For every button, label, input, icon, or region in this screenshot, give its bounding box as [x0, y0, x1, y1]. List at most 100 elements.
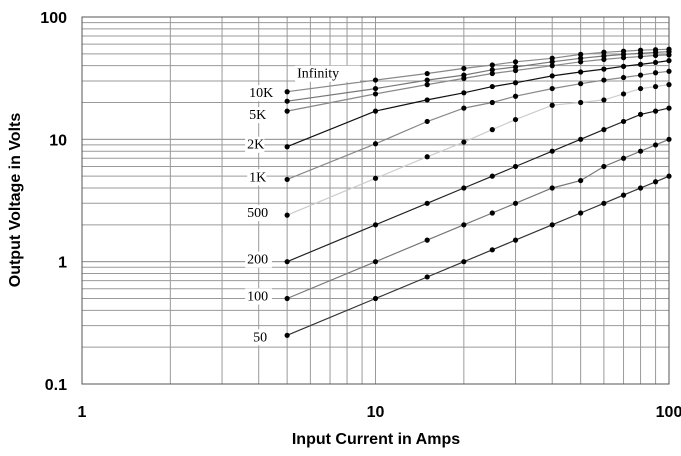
data-point: [549, 59, 555, 65]
data-point: [284, 212, 290, 218]
data-point: [652, 59, 659, 66]
data-point: [601, 163, 607, 170]
series-50: [284, 173, 672, 338]
curve-label: 50: [253, 330, 267, 345]
curve-label: 100: [247, 289, 268, 304]
data-point: [549, 185, 555, 191]
data-point: [461, 90, 467, 96]
y-tick-label: 100: [40, 10, 67, 27]
curve-label-bg: [245, 288, 272, 305]
data-point: [489, 83, 495, 90]
curve-label: 1K: [249, 170, 266, 185]
data-point: [489, 62, 495, 68]
data-point: [620, 48, 627, 54]
curve-label-bg: [245, 251, 272, 268]
data-point: [601, 127, 607, 133]
curve-label: 5K: [249, 108, 266, 123]
data-point: [372, 108, 379, 114]
data-point: [489, 247, 495, 253]
data-point: [461, 185, 467, 191]
data-point: [620, 192, 627, 198]
data-point: [372, 259, 379, 265]
data-point: [652, 108, 659, 114]
series-group: [284, 46, 672, 338]
data-point: [652, 83, 659, 90]
data-point: [512, 237, 519, 243]
series-200: [284, 105, 672, 265]
data-point: [549, 85, 555, 92]
data-point: [461, 259, 467, 265]
data-point: [549, 63, 555, 69]
series-line: [286, 107, 670, 263]
data-point: [512, 59, 519, 65]
data-point: [461, 222, 467, 228]
curve-label-bg: [247, 85, 274, 102]
series-5K: [284, 52, 672, 114]
data-point: [489, 173, 495, 179]
data-point: [284, 98, 290, 104]
data-point: [549, 73, 555, 79]
data-point: [637, 72, 644, 78]
curve-label-bg: [251, 329, 271, 346]
data-point: [549, 222, 555, 228]
data-point: [424, 118, 430, 125]
data-point: [424, 77, 430, 83]
data-point: [601, 53, 607, 59]
data-point: [489, 127, 495, 133]
curve-label: Infinity: [297, 67, 339, 82]
data-point: [284, 144, 290, 150]
data-point: [637, 47, 644, 53]
data-point: [652, 47, 659, 53]
data-point: [424, 70, 430, 77]
data-point: [620, 155, 627, 161]
series-line: [286, 175, 670, 336]
data-point: [578, 99, 584, 106]
data-point: [601, 200, 607, 206]
data-point: [489, 67, 495, 73]
data-point: [512, 93, 519, 99]
data-point: [372, 141, 379, 147]
data-point: [489, 210, 495, 216]
curve-label-bg: [247, 169, 267, 186]
data-point: [652, 179, 659, 185]
data-point: [461, 65, 467, 72]
data-point: [461, 72, 467, 78]
data-point: [549, 148, 555, 154]
data-point: [424, 97, 430, 103]
curve-label-bg: [245, 205, 272, 222]
data-point: [372, 295, 379, 302]
data-point: [512, 80, 519, 86]
data-point: [424, 154, 430, 160]
data-point: [578, 59, 584, 65]
x-tick-label: 100: [656, 404, 681, 421]
data-point: [652, 142, 659, 148]
data-point: [578, 81, 584, 87]
data-point: [666, 46, 672, 52]
data-point: [637, 85, 644, 92]
data-point: [284, 89, 290, 95]
curve-label-bg: [247, 107, 267, 124]
series-line: [286, 84, 670, 216]
series-10K: [284, 49, 672, 104]
x-axis-title: Input Current in Amps: [292, 431, 460, 448]
curve-label: 2K: [247, 138, 264, 153]
data-point: [578, 55, 584, 61]
data-point: [424, 274, 430, 280]
data-point: [424, 200, 430, 206]
data-point: [284, 295, 290, 302]
data-point: [372, 222, 379, 228]
curve-label-bg: [295, 65, 360, 82]
tick-labels: 1 10 100 0.1 1 10 100: [40, 10, 681, 421]
data-point: [578, 177, 584, 184]
series-100: [284, 136, 672, 302]
data-point: [601, 77, 607, 83]
data-point: [284, 332, 290, 338]
y-tick-label: 10: [49, 132, 67, 149]
curve-label-bg: [245, 136, 265, 153]
data-point: [601, 66, 607, 72]
data-point: [284, 108, 290, 114]
data-point: [637, 111, 644, 117]
data-point: [489, 70, 495, 77]
data-point: [284, 176, 290, 183]
